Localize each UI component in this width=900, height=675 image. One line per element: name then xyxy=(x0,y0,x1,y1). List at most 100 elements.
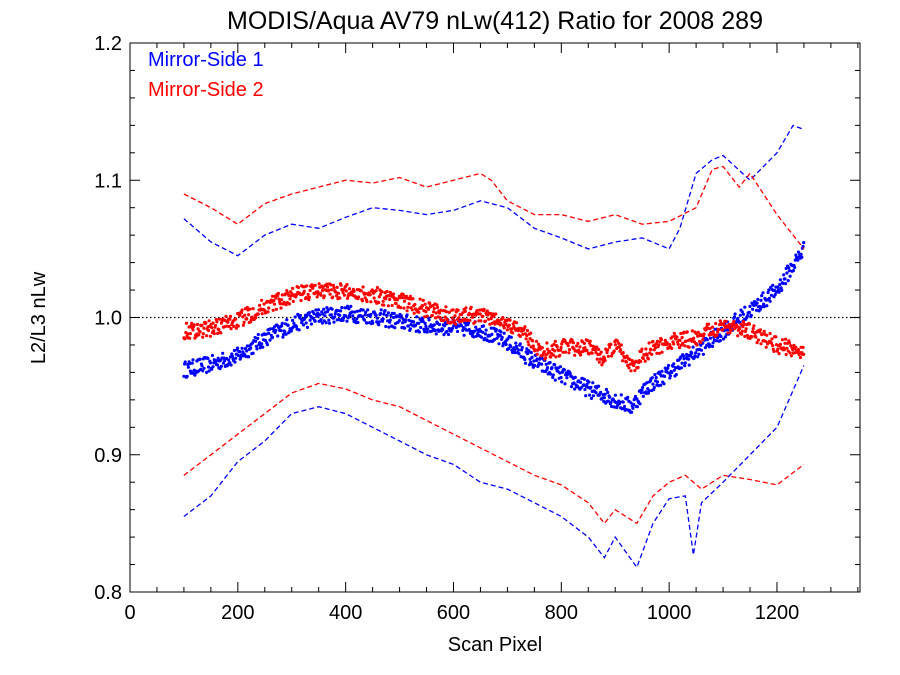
mirror-side-1-point xyxy=(647,389,651,393)
mirror-side-2-point xyxy=(685,330,689,334)
mirror-side-2-point xyxy=(625,354,629,358)
mirror-side-2-point xyxy=(226,320,230,324)
mirror-side-2-point xyxy=(581,349,585,353)
mirror-side-1-point xyxy=(766,290,770,295)
mirror-side-2-point xyxy=(423,302,427,306)
mirror-side-1-point xyxy=(219,364,223,368)
mirror-side-1-point xyxy=(392,311,396,316)
mirror-side-2-point xyxy=(212,332,216,336)
mirror-side-2-point xyxy=(763,339,768,343)
mirror-side-1-point xyxy=(502,331,506,335)
mirror-side-1-point xyxy=(776,288,781,292)
mirror-side-1-point xyxy=(381,317,385,321)
mirror-side-2-point xyxy=(644,347,648,351)
mirror-side-2-point xyxy=(327,288,331,292)
mirror-side-1-point xyxy=(193,373,197,377)
mirror-side-1-point xyxy=(215,359,219,363)
mirror-side-2-point xyxy=(758,328,763,332)
mirror-side-1-point xyxy=(254,339,258,343)
mirror-side-1-point xyxy=(751,307,755,311)
mirror-side-1-point xyxy=(694,351,698,355)
mirror-side-2-point xyxy=(256,312,260,316)
mirror-side-2-point xyxy=(743,334,747,338)
mirror-side-2-point xyxy=(788,351,792,355)
mirror-side-1-point xyxy=(291,318,295,322)
mirror-side-2-point xyxy=(245,305,249,310)
mirror-side-1-point xyxy=(680,361,684,365)
mirror-side-2-point xyxy=(197,333,201,337)
mirror-side-2-point xyxy=(690,339,694,343)
mirror-side-1-point xyxy=(264,332,268,336)
mirror-side-1-point xyxy=(653,373,657,377)
mirror-side-1-point xyxy=(374,313,378,317)
mirror-side-2-point xyxy=(654,342,658,346)
mirror-side-1-point xyxy=(641,394,645,398)
mirror-side-1-point xyxy=(423,330,427,334)
mirror-side-2-point xyxy=(368,293,372,297)
mirror-side-2-point xyxy=(536,348,540,352)
mirror-side-1-point xyxy=(232,348,236,353)
mirror-side-2-point xyxy=(372,296,376,300)
mirror-side-2-point xyxy=(575,344,579,348)
mirror-side-2-point xyxy=(776,347,780,351)
mirror-side-2-point xyxy=(784,337,788,341)
mirror-side-1-point xyxy=(650,376,654,380)
mirror-side-2-point xyxy=(510,327,514,331)
mirror-side-2-point xyxy=(629,369,633,373)
mirror-side-1-point xyxy=(796,258,800,262)
mirror-side-1-point xyxy=(365,321,369,325)
mirror-side-1-point xyxy=(588,393,592,397)
mirror-side-1-point xyxy=(670,370,674,375)
mirror-side-2-point xyxy=(613,343,618,347)
mirror-side-1-point xyxy=(434,332,438,336)
mirror-side-1-point xyxy=(333,315,337,319)
mirror-side-1-point xyxy=(227,358,231,362)
mirror-side-1-point xyxy=(465,328,469,332)
mirror-side-1-point xyxy=(626,395,630,399)
mirror-side-1-point xyxy=(388,318,392,322)
mirror-side-2-point xyxy=(424,310,428,314)
mirror-side-1-point xyxy=(759,298,763,302)
mirror-side-2-point xyxy=(402,306,406,310)
mirror-side-1-point xyxy=(756,297,760,301)
mirror-side-2-point xyxy=(538,344,542,348)
mirror-side-2-point xyxy=(391,292,396,296)
mirror-side-2-point xyxy=(352,289,356,293)
mirror-side-1-point xyxy=(267,331,271,335)
mirror-side-1-point xyxy=(799,252,803,256)
mirror-side-1-point xyxy=(185,374,189,378)
mirror-side-2-point xyxy=(603,358,607,363)
mirror-side-1-point xyxy=(606,390,610,394)
mirror-side-1-point xyxy=(285,318,289,322)
mirror-side-1-point xyxy=(318,313,322,317)
mirror-side-1-point xyxy=(304,321,308,325)
mirror-side-1-point xyxy=(726,328,730,332)
mirror-side-2-point xyxy=(534,339,539,343)
mirror-side-1-point xyxy=(520,345,524,350)
mirror-side-1-point xyxy=(529,350,533,355)
mirror-side-1-point xyxy=(366,308,370,312)
mirror-side-1-point xyxy=(236,353,240,358)
mirror-side-1-point xyxy=(527,349,531,353)
mirror-side-2-point xyxy=(677,346,682,350)
mirror-side-1-point xyxy=(442,333,446,337)
mirror-side-2-point xyxy=(526,340,530,344)
mirror-side-2-point xyxy=(380,290,384,294)
mirror-side-2-point xyxy=(239,311,244,315)
mirror-side-2-point xyxy=(728,331,732,335)
mirror-side-1-point xyxy=(609,400,613,405)
mirror-side-2-point xyxy=(716,330,720,334)
mirror-side-1-point xyxy=(280,324,284,328)
mirror-side-1-point xyxy=(355,309,359,313)
mirror-side-1-point xyxy=(589,385,593,389)
mirror-side-2-point xyxy=(188,336,192,340)
mirror-side-1-point xyxy=(719,334,723,339)
mirror-side-1-point xyxy=(327,321,332,325)
mirror-side-1-point xyxy=(587,380,591,384)
mirror-side-2-point xyxy=(743,329,748,333)
mirror-side-2-point xyxy=(360,299,365,303)
mirror-side-1-point xyxy=(701,352,706,356)
mirror-side-1-point xyxy=(683,361,687,365)
mirror-side-1-point xyxy=(558,365,563,369)
mirror-side-1-point xyxy=(415,315,419,319)
